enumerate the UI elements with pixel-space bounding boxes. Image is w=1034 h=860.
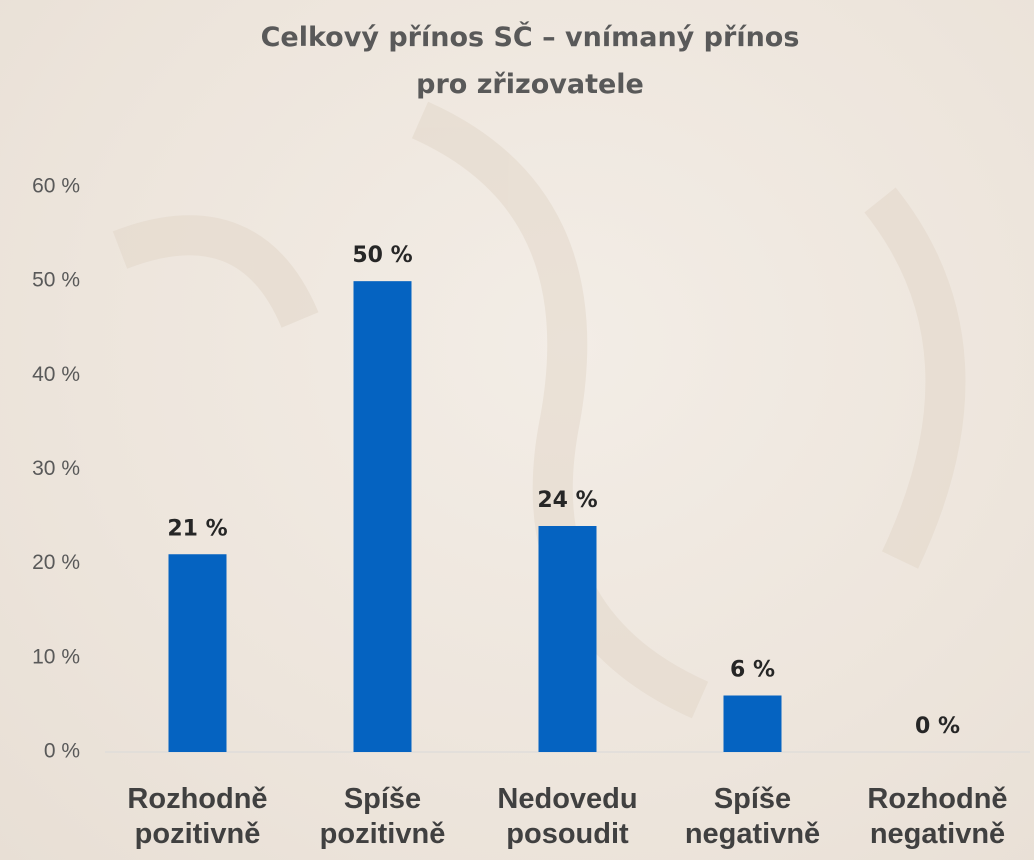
bar — [724, 696, 782, 753]
data-label: 6 % — [730, 658, 775, 683]
watermark — [120, 120, 945, 700]
y-tick-label: 40 % — [32, 363, 80, 386]
x-tick-label: Spíše pozitivně — [290, 782, 475, 852]
bar — [539, 526, 597, 752]
bar — [169, 554, 227, 752]
data-label: 0 % — [915, 714, 960, 739]
x-tick-label: Nedovedu posoudit — [475, 782, 660, 852]
data-label: 21 % — [167, 516, 227, 541]
y-tick-label: 60 % — [32, 175, 80, 198]
bar — [354, 281, 412, 752]
chart: Celkový přínos SČ – vnímaný přínos pro z… — [0, 0, 1034, 860]
y-tick-label: 50 % — [32, 269, 80, 292]
x-tick-label: Spíše negativně — [660, 782, 845, 852]
data-label: 50 % — [352, 243, 412, 268]
x-tick-label: Rozhodně negativně — [845, 782, 1030, 852]
y-tick-label: 30 % — [32, 457, 80, 480]
plot: 0 % 10 % 20 % 30 % 40 % 50 % 60 % 21 % 50 % 24 % 6… — [0, 0, 1034, 860]
data-label: 24 % — [537, 488, 597, 513]
x-tick-label: Rozhodně pozitivně — [105, 782, 290, 852]
y-tick-label: 0 % — [44, 740, 80, 763]
y-tick-label: 10 % — [32, 645, 80, 668]
y-tick-label: 20 % — [32, 551, 80, 574]
